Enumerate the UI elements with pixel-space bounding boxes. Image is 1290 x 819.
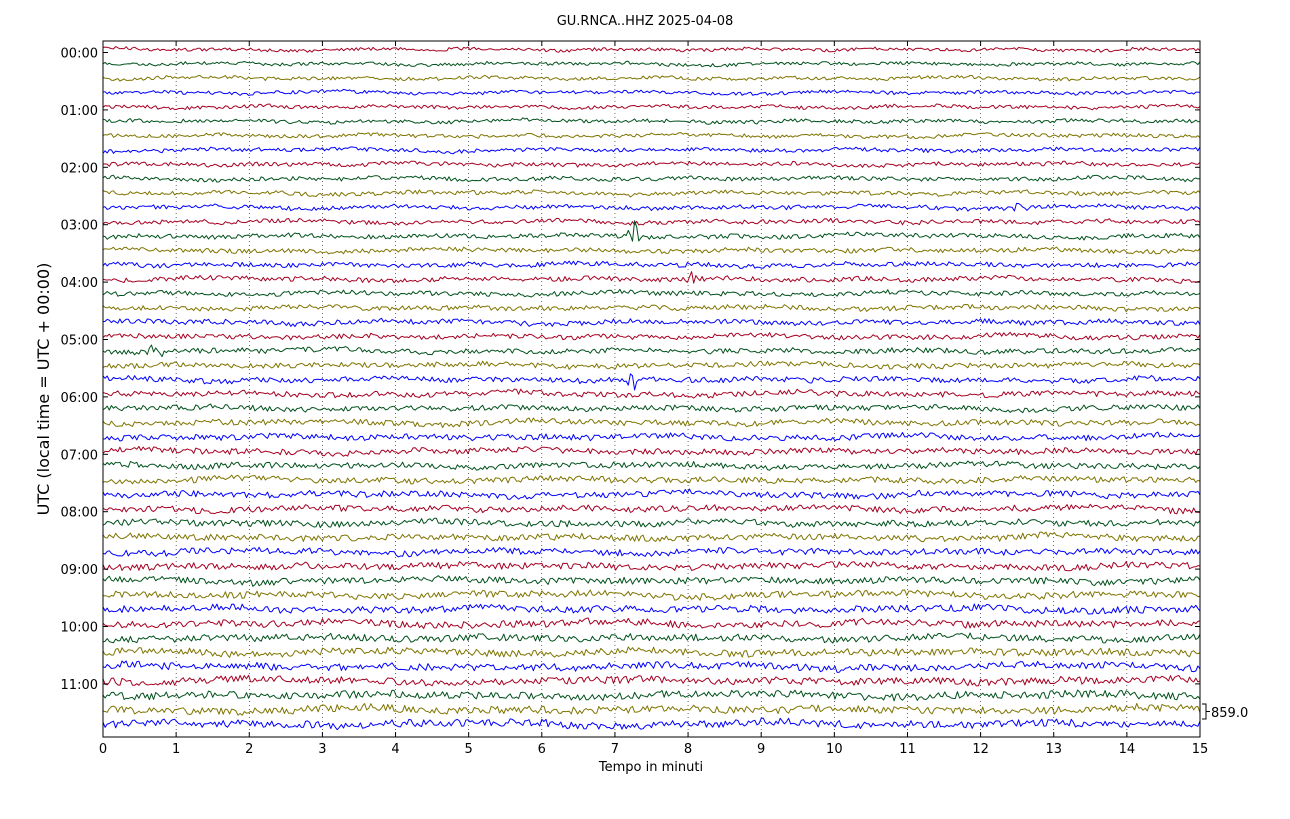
seismic-trace [102,217,1201,226]
seismic-trace [102,360,1201,370]
seismic-trace [102,517,1201,529]
seismic-trace [102,317,1201,327]
seismic-trace [102,46,1201,53]
y-axis-label: UTC (local time = UTC + 00:00) [34,263,53,516]
seismic-trace [102,689,1201,702]
x-tick-label: 2 [245,742,253,757]
x-tick-label: 1 [172,742,180,757]
x-tick-label: 13 [1045,742,1062,757]
y-tick-label: 03:00 [61,219,98,234]
seismic-trace [102,271,1201,284]
chart-title: GU.RNCA..HHZ 2025-04-08 [557,14,734,29]
y-tick-label: 04:00 [61,276,98,291]
seismic-trace [102,403,1201,414]
x-axis-label: Tempo in minuti [598,760,703,775]
y-tick-label: 01:00 [61,104,98,119]
seismic-trace [102,589,1201,601]
seismic-trace [102,575,1201,587]
seismic-trace [102,561,1201,572]
scale-label: 859.0 [1211,706,1248,721]
seismic-trace [102,60,1201,68]
x-tick-label: 15 [1192,742,1209,757]
x-tick-label: 9 [757,742,765,757]
x-tick-label: 11 [899,742,916,757]
y-tick-label: 11:00 [61,678,98,693]
seismic-trace [102,388,1201,399]
y-tick-label: 02:00 [61,161,98,176]
seismic-trace [102,503,1201,515]
seismic-trace [102,717,1201,731]
seismic-trace [102,646,1201,658]
y-tick-label: 00:00 [61,47,98,62]
x-tick-label: 3 [318,742,326,757]
seismic-trace [102,288,1201,298]
x-tick-label: 4 [391,742,399,757]
seismic-trace [102,344,1201,358]
seismic-trace [102,546,1201,558]
seismic-trace [102,260,1201,269]
x-tick-label: 6 [538,742,546,757]
seismic-trace [102,660,1201,673]
seismic-trace [102,202,1201,212]
seismic-trace [102,460,1201,471]
seismic-trace [102,331,1201,341]
seismic-trace [102,674,1201,687]
x-tick-label: 12 [972,742,989,757]
y-tick-label: 10:00 [61,621,98,636]
amplitude-scale-bar: 859.0 [1202,703,1248,721]
seismic-trace [102,74,1201,82]
y-tick-label: 06:00 [61,391,98,406]
seismic-trace [102,445,1201,457]
y-axis-ticks: 00:00 01:00 02:00 03:00 04:00 05:00 06:00 07:00… [61,47,1200,693]
seismic-trace [102,174,1201,183]
seismic-trace [102,417,1201,429]
seismic-trace [102,373,1201,391]
seismic-trace [102,246,1201,255]
x-tick-label: 5 [465,742,473,757]
seismic-trace [102,189,1201,198]
x-tick-label: 7 [611,742,619,757]
y-tick-label: 05:00 [61,334,98,349]
seismic-trace [102,603,1201,615]
x-tick-label: 10 [826,742,843,757]
scale-bracket [1202,703,1210,720]
seismic-trace [102,474,1201,485]
x-axis-ticks: 0 1 2 3 4 5 6 7 8 9 10 11 12 13 14 15 [99,41,1208,757]
seismic-trace [102,303,1201,313]
seismic-trace [102,703,1201,716]
seismic-trace [102,488,1201,500]
seismic-trace [102,88,1201,96]
seismic-trace [102,431,1201,442]
seismic-traces [102,46,1201,731]
seismic-trace [102,531,1201,543]
seismic-trace [102,220,1201,242]
seismic-trace [102,146,1201,155]
x-tick-label: 8 [684,742,692,757]
y-tick-label: 07:00 [61,448,98,463]
y-tick-label: 08:00 [61,506,98,521]
seismic-trace [102,117,1201,125]
seismic-trace [102,632,1201,644]
seismic-trace [102,617,1201,630]
y-tick-label: 09:00 [61,563,98,578]
plot-frame [102,40,1201,738]
x-tick-label: 0 [99,742,107,757]
grid-lines [175,41,1128,737]
seismic-trace [102,160,1201,168]
seismic-trace [102,103,1201,111]
seismic-trace [102,132,1201,139]
x-tick-label: 14 [1119,742,1136,757]
